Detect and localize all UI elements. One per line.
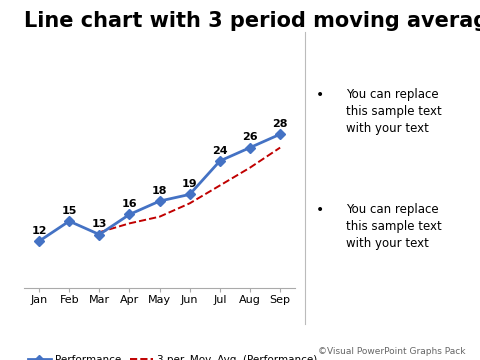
Text: You can replace
this sample text
with your text: You can replace this sample text with yo…: [346, 203, 442, 250]
Legend: Performance, 3 per. Mov. Avg. (Performance): Performance, 3 per. Mov. Avg. (Performan…: [24, 351, 321, 360]
Text: 26: 26: [242, 132, 258, 142]
Text: Line chart with 3 period moving average: Line chart with 3 period moving average: [24, 11, 480, 31]
Text: You can replace
this sample text
with your text: You can replace this sample text with yo…: [346, 88, 442, 135]
Text: 12: 12: [31, 226, 47, 236]
Text: •: •: [316, 203, 324, 217]
Text: 18: 18: [152, 186, 168, 196]
Text: 13: 13: [92, 219, 107, 229]
Text: ©Visual PowerPoint Graphs Pack: ©Visual PowerPoint Graphs Pack: [318, 347, 466, 356]
Text: 15: 15: [61, 206, 77, 216]
Text: 16: 16: [121, 199, 137, 209]
Text: 24: 24: [212, 146, 228, 156]
Text: •: •: [316, 88, 324, 102]
Text: 28: 28: [272, 119, 288, 129]
Text: 19: 19: [182, 179, 198, 189]
